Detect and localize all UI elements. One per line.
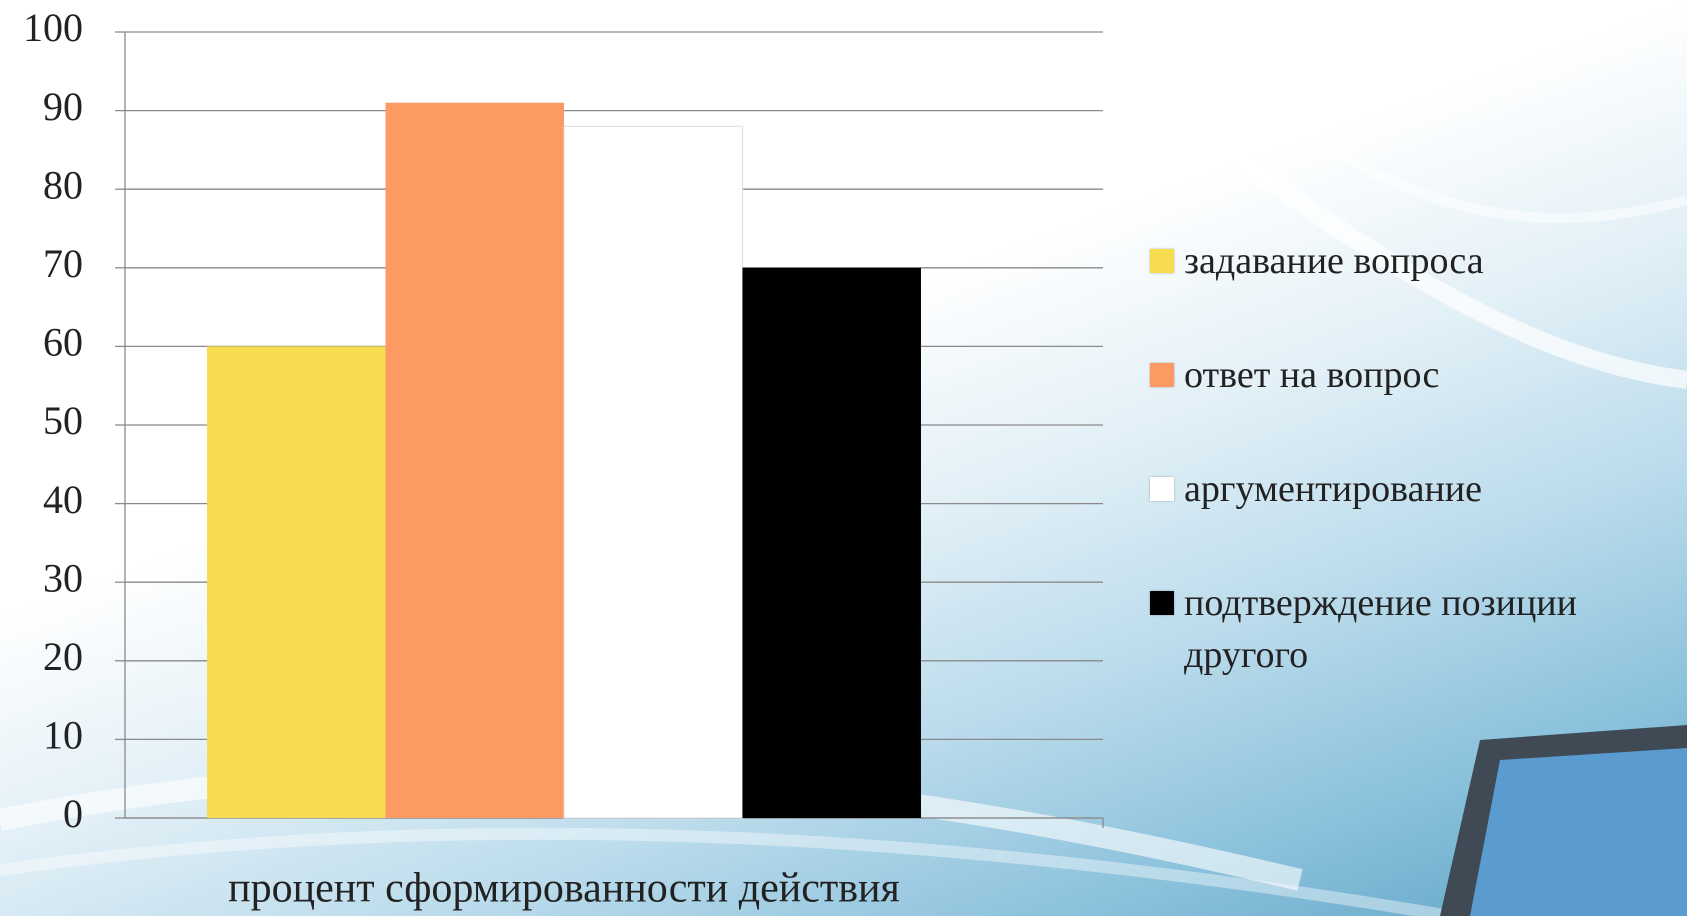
legend-swatch — [1150, 363, 1174, 387]
bar — [207, 346, 386, 818]
x-tick-label: процент сформированности действия — [228, 866, 900, 912]
y-tick-label: 10 — [43, 713, 83, 758]
bar — [385, 102, 564, 819]
legend: задавание вопроса ответ на вопрос аргумент… — [1150, 235, 1680, 681]
bar — [563, 125, 743, 819]
y-tick-label: 0 — [63, 791, 83, 836]
y-tick-label: 20 — [43, 634, 83, 679]
y-tick-label: 90 — [43, 84, 83, 129]
legend-label: подтверждение позиции другого — [1184, 582, 1577, 676]
bar — [742, 267, 921, 818]
legend-swatch — [1150, 249, 1174, 273]
legend-item: ответ на вопрос — [1150, 349, 1680, 401]
y-tick-label: 60 — [43, 320, 83, 365]
legend-label: задавание вопроса — [1184, 240, 1484, 282]
y-tick-label: 80 — [43, 162, 83, 207]
y-tick-label: 100 — [23, 5, 83, 50]
legend-swatch — [1150, 477, 1174, 501]
y-tick-label: 70 — [43, 241, 83, 286]
plot-area: 0 10 20 30 40 50 60 70 80 90 100 процент сформирова… — [23, 5, 1104, 912]
legend-item: подтверждение позиции другого — [1150, 577, 1680, 681]
y-tick-label: 40 — [43, 477, 83, 522]
legend-swatch — [1150, 591, 1174, 615]
legend-label: ответ на вопрос — [1184, 354, 1440, 396]
legend-item: аргументирование — [1150, 463, 1680, 515]
legend-item: задавание вопроса — [1150, 235, 1680, 287]
y-tick-label: 30 — [43, 555, 83, 600]
y-tick-label: 50 — [43, 398, 83, 443]
legend-label: аргументирование — [1184, 468, 1482, 510]
